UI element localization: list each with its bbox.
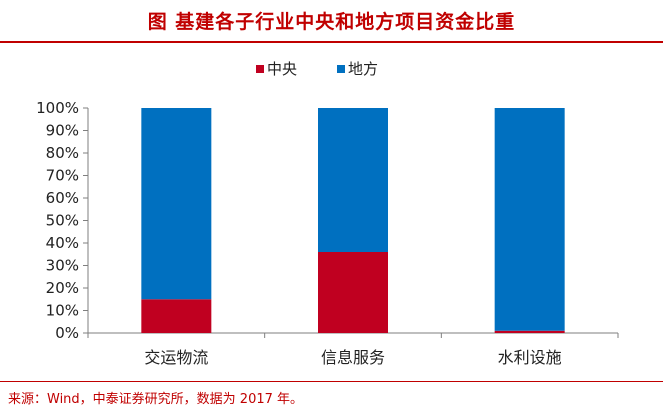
bar-1-2: [494, 108, 565, 331]
y-tick-label: 60%: [46, 189, 79, 207]
title-divider: [0, 41, 663, 43]
source-note: 来源：Wind，中泰证券研究所，数据为 2017 年。: [8, 392, 304, 407]
footer-divider: [0, 381, 663, 382]
bar-0-0: [141, 299, 212, 333]
y-tick-label: 90%: [46, 122, 79, 140]
y-tick-label: 30%: [46, 257, 79, 275]
y-tick-label: 50%: [46, 212, 79, 230]
y-tick-label: 20%: [46, 279, 79, 297]
bar-1-1: [318, 108, 388, 252]
y-tick-label: 100%: [36, 99, 79, 117]
x-category-label: 交运物流: [144, 348, 208, 367]
bar-1-0: [141, 108, 212, 300]
bar-0-2: [494, 330, 565, 333]
legend-label-0: 中央: [267, 60, 297, 78]
y-tick-label: 80%: [46, 144, 79, 162]
y-tick-label: 70%: [46, 167, 79, 185]
legend-swatch-0: [256, 65, 264, 73]
y-tick-label: 10%: [46, 302, 79, 320]
legend-label-1: 地方: [348, 60, 378, 78]
chart-title-bar: 图 基建各子行业中央和地方项目资金比重: [0, 0, 663, 40]
bar-0-1: [318, 252, 388, 333]
chart-title: 图 基建各子行业中央和地方项目资金比重: [147, 10, 516, 33]
y-tick-label: 0%: [55, 324, 79, 342]
x-category-label: 信息服务: [321, 348, 385, 367]
stacked-bar-chart: 中央 地方 0% 10% 20% 30% 40% 50% 60% 70% 80% 90% 100% 交运物…: [36, 60, 619, 367]
y-tick-label: 40%: [46, 234, 79, 252]
legend-swatch-1: [337, 65, 345, 73]
x-category-label: 水利设施: [498, 348, 562, 367]
